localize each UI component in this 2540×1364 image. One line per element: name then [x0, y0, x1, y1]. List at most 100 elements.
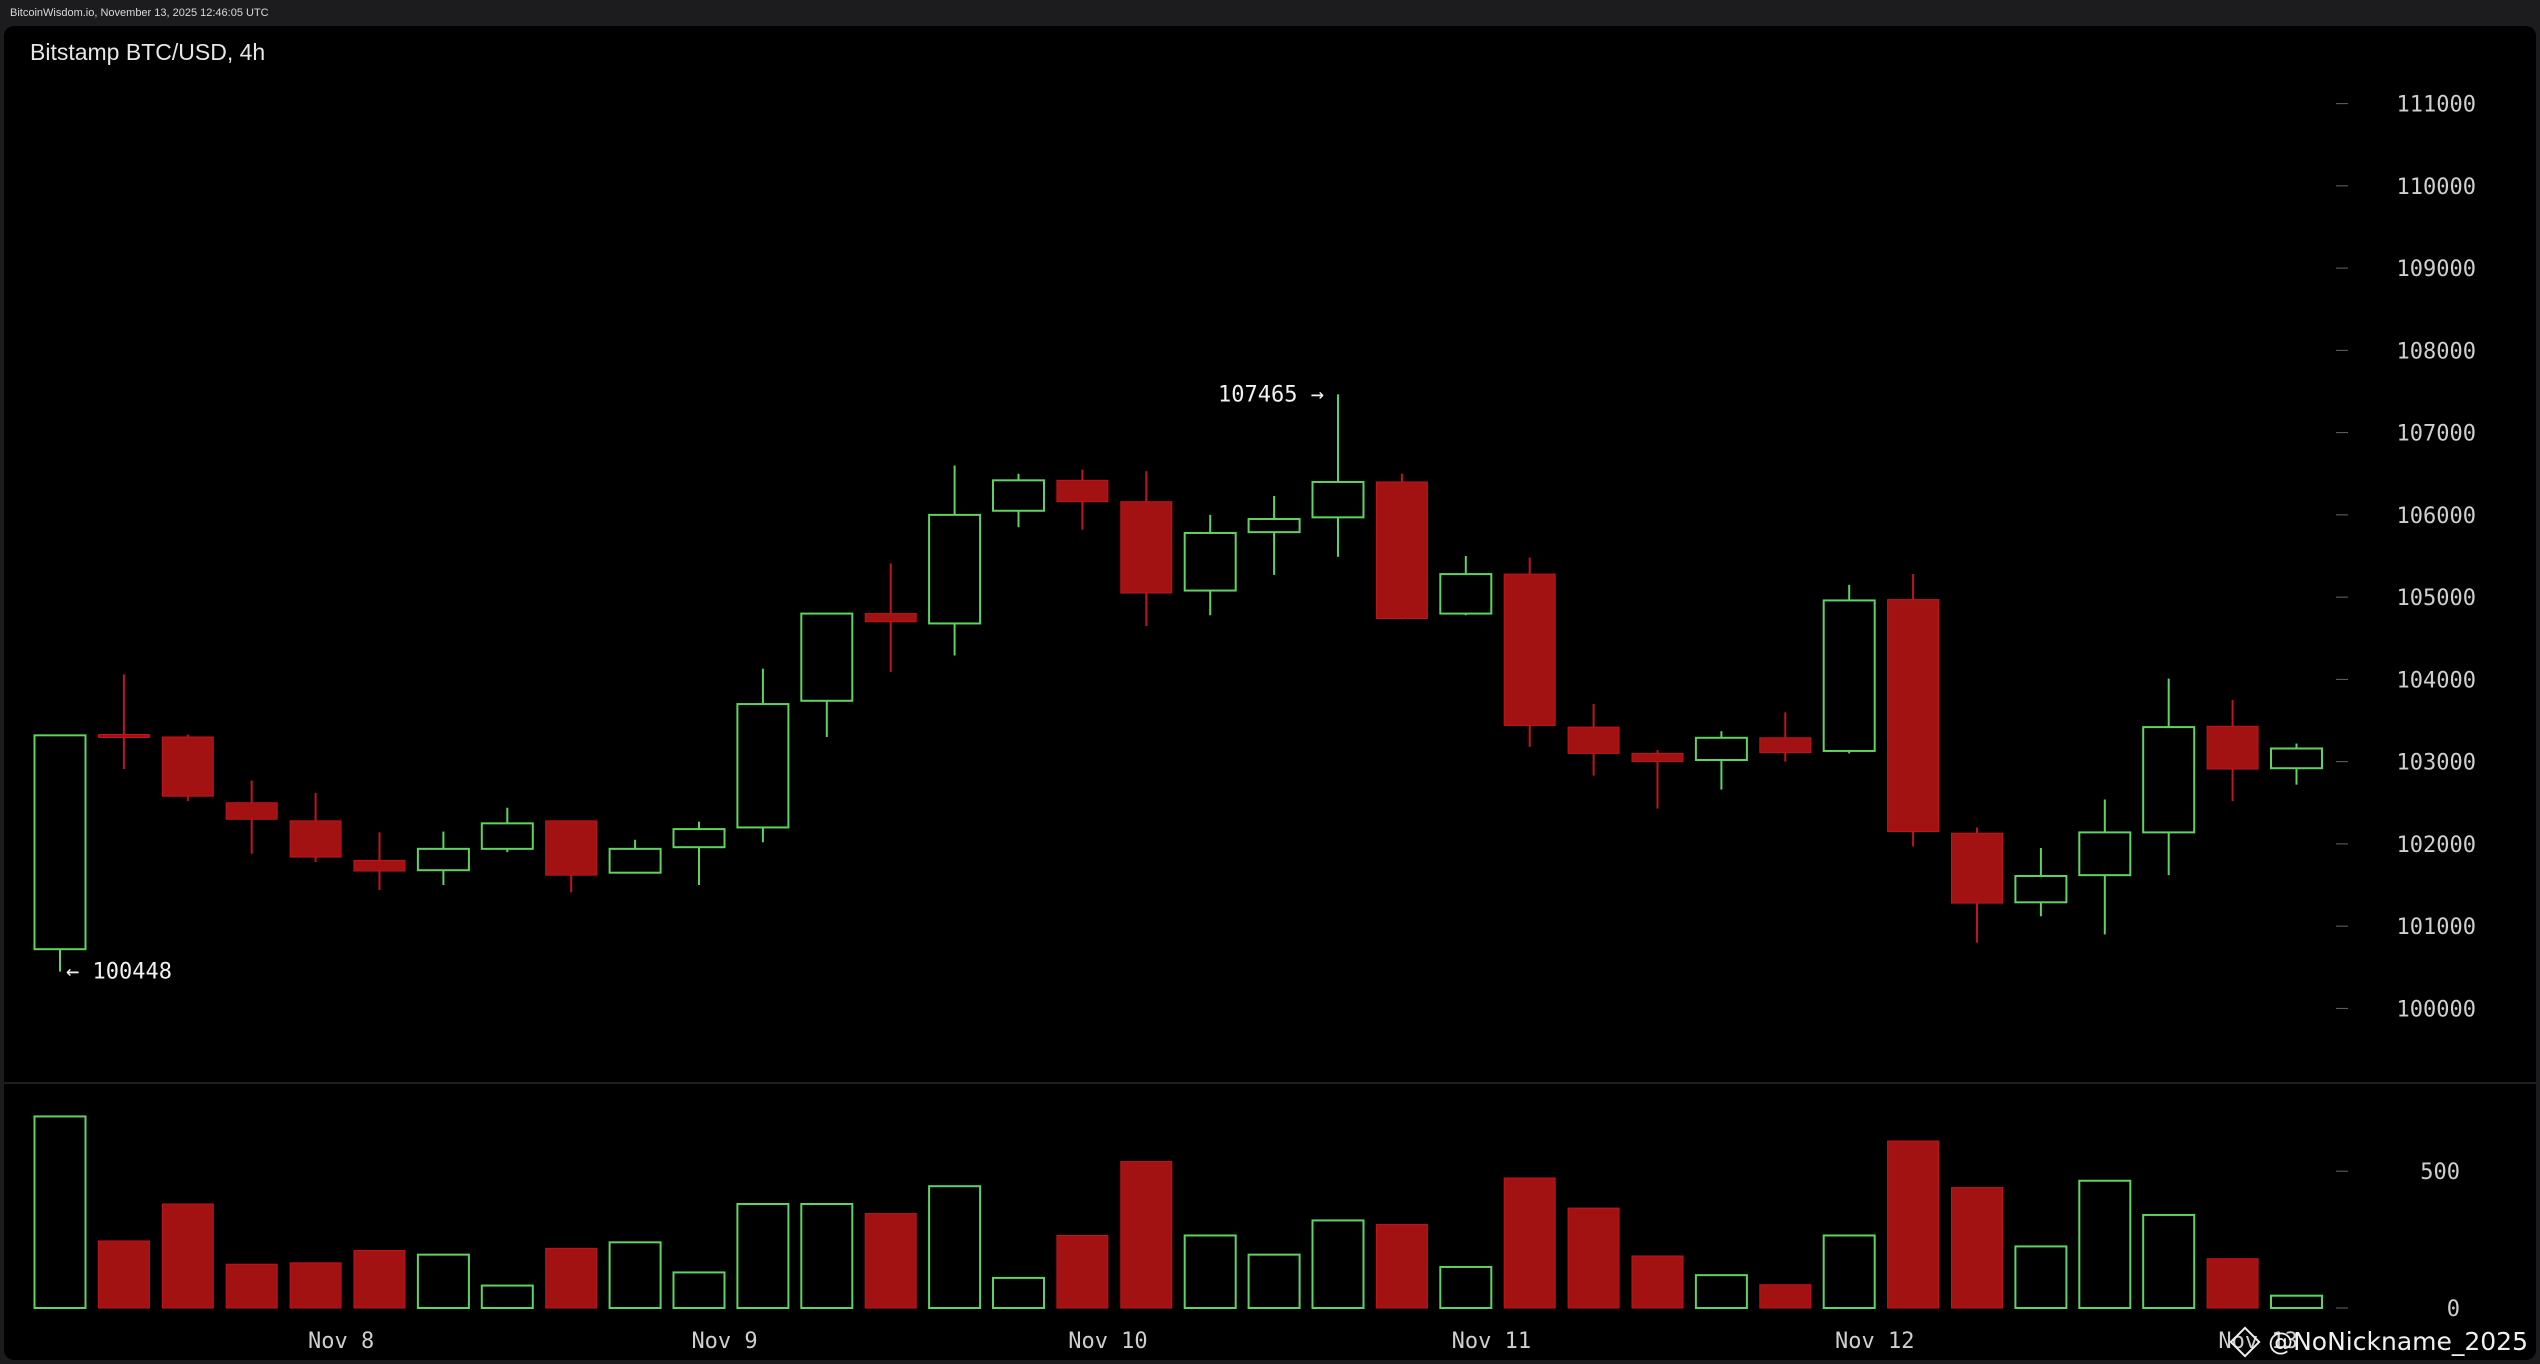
- price-tick-label: 108000: [2397, 339, 2476, 364]
- volume-bar: [1951, 1187, 2003, 1309]
- volume-tick-label: 0: [2447, 1297, 2460, 1322]
- candle-up: [672, 821, 726, 886]
- volume-bar: [2206, 1258, 2259, 1309]
- candle-body: [545, 820, 598, 876]
- price-tick-label: 106000: [2397, 504, 2476, 529]
- volume-bar: [161, 1203, 214, 1309]
- candle-body: [289, 820, 342, 858]
- price-annotations: 107465 → ← 100448: [66, 382, 1324, 984]
- candle-body: [1311, 480, 1365, 519]
- candle-body: [992, 479, 1045, 512]
- volume-tick-label: 500: [2420, 1160, 2460, 1185]
- volume-bar: [416, 1253, 470, 1310]
- candle-up: [608, 839, 662, 874]
- time-tick-label: Nov 11: [1452, 1329, 1531, 1354]
- volume-bar: [1247, 1253, 1301, 1310]
- candle-body: [1503, 573, 1556, 726]
- volume-bar: [2142, 1213, 2196, 1310]
- candle-up: [992, 473, 1045, 528]
- candle-down: [97, 674, 150, 770]
- volume-bar: [736, 1203, 790, 1309]
- candle-up: [1311, 394, 1365, 557]
- candle-body: [1822, 599, 1876, 752]
- candle-down: [1120, 471, 1173, 626]
- volume-bar: [33, 1115, 87, 1309]
- candle-body: [1759, 737, 1812, 754]
- candle-down: [545, 820, 598, 893]
- candle-body: [33, 734, 87, 951]
- candle-up: [736, 668, 790, 843]
- timestamp-line: BitcoinWisdom.io, November 13, 2025 12:4…: [10, 7, 269, 19]
- candle-down: [864, 563, 917, 672]
- candle-down: [1056, 469, 1109, 530]
- volume-bar: [1631, 1255, 1684, 1309]
- candle-body: [2014, 874, 2068, 904]
- volume-bar: [1375, 1224, 1428, 1309]
- candle-down: [353, 832, 406, 890]
- candle-body: [800, 612, 854, 702]
- low-annotation: ← 100448: [66, 960, 172, 985]
- candle-body: [416, 847, 470, 872]
- price-tick-label: 101000: [2397, 915, 2476, 940]
- price-chart[interactable]: 100000 101000 102000 103000 104000 105000 1060…: [4, 26, 2536, 1360]
- candle-body: [2078, 831, 2132, 877]
- candle-body: [1567, 726, 1620, 754]
- volume-bar: [1183, 1234, 1237, 1309]
- volume-bar: [480, 1284, 534, 1309]
- candle-body: [608, 847, 662, 874]
- candle-down: [1567, 704, 1620, 776]
- candle-body: [161, 736, 214, 797]
- candle-down: [2206, 699, 2259, 802]
- candle-up: [2078, 799, 2132, 935]
- volume-bar: [992, 1276, 1045, 1310]
- candle-body: [672, 828, 726, 849]
- volume-bar: [672, 1271, 726, 1309]
- candle-body: [1694, 736, 1748, 762]
- candle-body: [864, 613, 917, 623]
- candle-up: [928, 465, 982, 656]
- candle-up: [33, 734, 87, 972]
- candle-down: [1951, 827, 2003, 943]
- candle-body: [97, 734, 150, 738]
- candle-body: [1056, 479, 1109, 503]
- candle-body: [1887, 599, 1940, 833]
- candle-down: [1503, 557, 1556, 747]
- volume-series: [33, 1115, 2323, 1310]
- candle-body: [480, 822, 534, 850]
- watermark-logo-icon: [2229, 1325, 2261, 1358]
- volume-bar: [97, 1240, 150, 1309]
- price-tick-label: 103000: [2397, 751, 2476, 776]
- candle-up: [2142, 678, 2196, 876]
- candle-down: [289, 792, 342, 862]
- watermark-text: @NoNickname_2025: [2268, 1327, 2528, 1356]
- volume-bar: [2078, 1179, 2132, 1309]
- volume-bar: [928, 1185, 982, 1310]
- chart-frame: 100000 101000 102000 103000 104000 105000 1060…: [4, 26, 2536, 1360]
- candle-up: [1439, 556, 1493, 616]
- price-tick-label: 107000: [2397, 422, 2476, 447]
- candle-body: [1183, 531, 1237, 592]
- volume-bar: [1503, 1177, 1556, 1309]
- candle-body: [353, 859, 406, 872]
- candlestick-series: [33, 394, 2323, 972]
- volume-bar: [545, 1247, 598, 1309]
- candle-body: [1247, 517, 1301, 534]
- candle-down: [1375, 473, 1428, 620]
- candle-body: [736, 703, 790, 829]
- time-tick-label: Nov 8: [308, 1329, 374, 1354]
- candle-body: [928, 513, 982, 625]
- candle-up: [416, 831, 470, 886]
- volume-bar: [1694, 1274, 1748, 1309]
- volume-bar: [1311, 1219, 1365, 1309]
- candle-down: [161, 734, 214, 802]
- candle-body: [1375, 481, 1428, 620]
- volume-bar: [1567, 1207, 1620, 1309]
- volume-bar: [1822, 1234, 1876, 1309]
- candle-up: [800, 612, 854, 737]
- candle-down: [1631, 750, 1684, 809]
- volume-bar: [1887, 1140, 1940, 1309]
- volume-bar: [353, 1250, 406, 1309]
- candle-up: [1247, 495, 1301, 575]
- candle-up: [1183, 514, 1237, 616]
- candle-body: [2142, 726, 2196, 834]
